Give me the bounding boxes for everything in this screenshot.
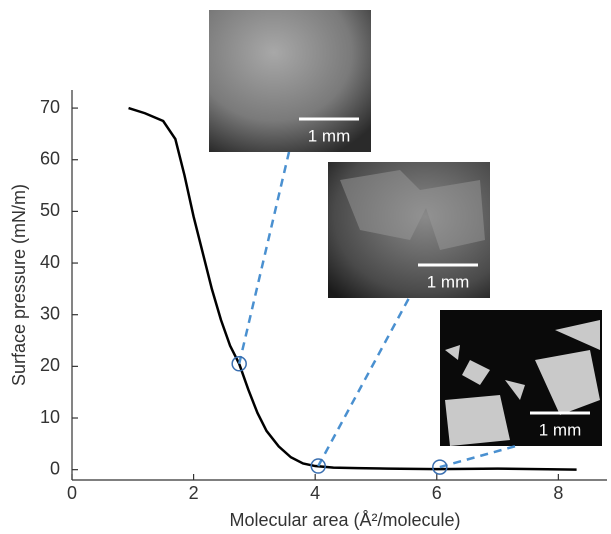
x-axis-label: Molecular area (Å²/molecule)	[229, 510, 460, 530]
x-tick-label: 6	[432, 483, 442, 503]
y-axis-label: Surface pressure (mN/m)	[9, 184, 29, 386]
y-tick-label: 10	[40, 407, 60, 427]
y-tick-label: 50	[40, 200, 60, 220]
marker	[310, 458, 326, 474]
connector	[317, 297, 411, 467]
y-tick-label: 0	[50, 458, 60, 478]
marker	[432, 459, 448, 475]
y-tick-label: 30	[40, 303, 60, 323]
y-tick-label: 70	[40, 97, 60, 117]
texture	[340, 170, 485, 250]
x-tick-label: 4	[310, 483, 320, 503]
scale-label: 1 mm	[539, 420, 582, 439]
y-tick-label: 20	[40, 355, 60, 375]
marker	[231, 356, 247, 372]
y-tick-label: 40	[40, 252, 60, 272]
scale-label: 1 mm	[427, 272, 470, 291]
scale-label: 1 mm	[308, 126, 351, 145]
inset-image	[209, 10, 371, 152]
y-tick-label: 60	[40, 148, 60, 168]
connector	[237, 151, 291, 365]
x-tick-label: 2	[189, 483, 199, 503]
x-tick-label: 0	[67, 483, 77, 503]
x-tick-label: 8	[553, 483, 563, 503]
isotherm-line	[128, 106, 577, 471]
connector	[439, 444, 517, 469]
insets	[209, 10, 602, 446]
